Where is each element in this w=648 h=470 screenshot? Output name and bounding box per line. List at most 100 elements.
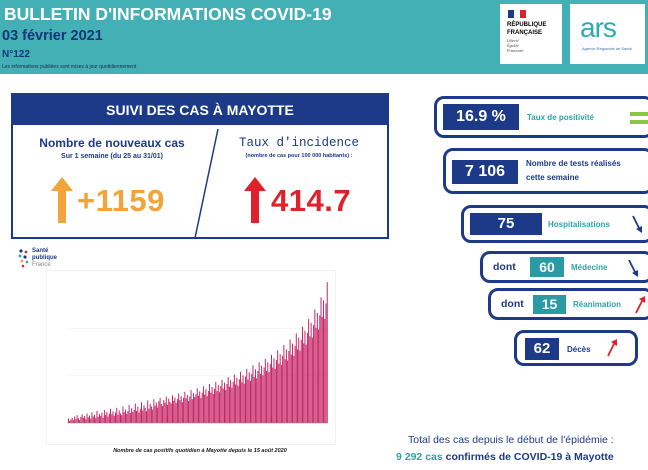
chart-bar [158,401,160,423]
chart-bar [100,416,102,423]
chart-bar [280,364,282,423]
chart-bar [137,406,139,423]
medecine-card: dont 60 Médecine [480,251,648,283]
total-cases-count: 9 292 cas [396,451,443,463]
chart-bar [155,402,157,423]
chart-bar [150,406,152,423]
chart-bar [321,316,323,423]
chart-bar [251,374,253,423]
spf-line2: publique [32,255,57,261]
arrow-up-icon [51,177,73,223]
positivity-label: Taux de positivité [527,113,594,122]
chart-bar [207,390,209,423]
chart-bar [202,386,204,423]
chart-bar [211,387,213,423]
chart-bar [325,303,327,423]
deces-card: 62 Décès [514,330,638,366]
chart-bar [240,371,242,423]
chart-bar [141,402,142,423]
chart-bar [159,397,161,423]
chart-bar [103,410,105,423]
new-cases-value: +1159 [77,183,165,218]
chart-bar [169,401,171,423]
chart-bar [102,417,104,423]
chart-bar [324,319,326,423]
chart-bar [162,406,164,423]
chart-bar [222,388,224,423]
chart-bar [297,349,298,423]
chart-bar [252,365,254,423]
chart-bar [101,412,103,423]
chart-bar [126,413,128,423]
chart-bar [210,392,212,423]
arrow-up-icon [635,296,645,314]
chart-bar [205,389,207,423]
chart-bar [71,417,73,423]
chart-bar [181,402,183,423]
chart-bar [316,312,318,423]
chart-bar [124,409,126,423]
chart-bar [94,414,95,423]
chart-bar [98,413,100,423]
chart-bar [138,412,140,423]
update-note: Les informations publiées sont mises à j… [2,64,137,70]
chart-bar [82,417,84,423]
chart-bar [230,380,232,423]
chart-bar [143,405,145,423]
bulletin-title: BULLETIN D'INFORMATIONS COVID-19 [4,4,332,24]
french-flag-icon [508,10,526,18]
chart-bar [246,368,248,423]
chart-bar [128,404,130,423]
chart-bar [245,376,246,423]
rf-motto: Liberté Égalité Fraternité [507,38,524,53]
incidence-subtitle: (nombre de cas pour 100 000 habitants) : [245,153,353,159]
chart-bar [288,351,290,423]
chart-bar [148,408,150,423]
chart-bar [129,413,131,423]
republique-francaise-logo: RÉPUBLIQUE FRANÇAISE Liberté Égalité Fra… [500,4,562,64]
positivity-value: 16.9 % [443,104,519,130]
chart-bar [201,392,203,423]
mayotte-cases-panel: SUIVI DES CAS À MAYOTTE Nombre de nouvea… [11,93,389,239]
chart-bar [131,408,133,423]
arrow-up-icon [244,177,266,223]
chart-bar [142,410,144,423]
chart-bar [261,365,263,423]
chart-bar [179,400,181,423]
chart-bar [266,371,268,423]
chart-bar [190,390,192,423]
bulletin-number: N°122 [2,49,30,60]
chart-bar [295,333,297,423]
chart-bar [206,396,208,423]
chart-bar [257,371,259,423]
chart-bar [175,403,177,423]
incidence-title: Taux d'incidence [238,136,360,150]
chart-bar [259,374,261,423]
chart-bar [160,403,162,423]
chart-bar [90,418,92,423]
chart-bar [290,354,292,423]
arrow-down-icon [632,215,642,233]
chart-bar [79,419,81,423]
chart-bar [110,408,112,423]
chart-bar [81,414,83,423]
chart-bar [310,322,312,423]
medecine-value: 60 [530,257,564,277]
chart-bar [168,398,170,423]
chart-bar [163,400,165,423]
rf-line1: RÉPUBLIQUE [507,22,547,28]
chart-bar [69,420,71,423]
panel-title: SUIVI DES CAS À MAYOTTE [13,95,387,125]
chart-bar [235,384,237,423]
arrow-down-icon [628,259,638,277]
total-cases-suffix: confirmés de COVID-19 à Mayotte [445,451,614,463]
chart-bar [185,398,187,423]
chart-bar [264,358,266,423]
chart-bar [183,397,185,423]
chart-bars [68,282,328,423]
chart-bar [198,395,199,423]
chart-bar [193,393,194,423]
reanimation-card: dont 15 Réanimation [488,288,648,320]
chart-bar [304,330,306,423]
chart-bar [284,359,286,423]
